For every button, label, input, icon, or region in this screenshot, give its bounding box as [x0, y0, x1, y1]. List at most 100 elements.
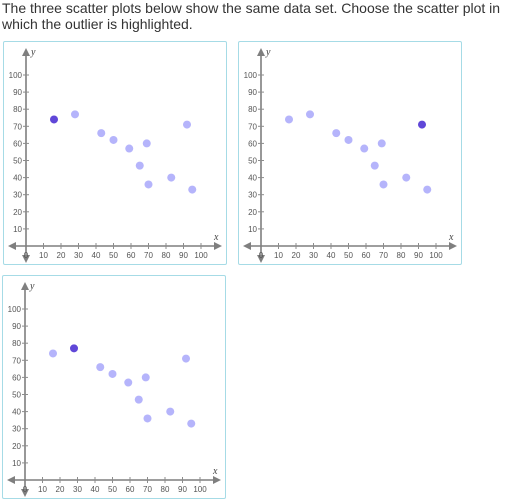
- data-point: [402, 173, 411, 182]
- x-tick-label: 30: [309, 251, 318, 260]
- x-tick-label: 10: [39, 251, 48, 260]
- x-tick-label: 100: [429, 251, 443, 260]
- y-tick-label: 80: [248, 105, 257, 114]
- y-tick-label: 60: [248, 139, 257, 148]
- data-point: [125, 144, 134, 153]
- x-tick-label: 30: [73, 485, 82, 494]
- data-point: [109, 135, 118, 144]
- x-tick-label: 10: [38, 485, 47, 494]
- data-point: [108, 369, 117, 378]
- y-tick-label: 40: [248, 174, 257, 183]
- x-tick-label: 80: [162, 251, 171, 260]
- data-point: [332, 129, 341, 138]
- x-tick-label: 70: [144, 251, 153, 260]
- x-tick-label: 0: [24, 251, 29, 260]
- y-tick-label: 100: [9, 71, 23, 80]
- y-axis-label: y: [29, 281, 35, 292]
- x-tick-label: 40: [327, 251, 336, 260]
- y-tick-label: 40: [13, 174, 22, 183]
- answer-choice-3[interactable]: x y 0 10 20 30 40 50 60 70 80 90 100 10 20 30 40 50 60 70 80…: [2, 275, 226, 499]
- x-tick-label: 40: [92, 251, 101, 260]
- y-tick-label: 10: [12, 459, 21, 468]
- x-tick-label: 70: [379, 251, 388, 260]
- x-axis-label: x: [213, 232, 219, 243]
- data-point: [49, 349, 57, 358]
- y-tick-label: 90: [12, 322, 21, 331]
- x-tick-label: 60: [362, 251, 371, 260]
- data-point: [187, 419, 196, 428]
- data-point: [134, 395, 143, 404]
- y-tick-label: 70: [13, 122, 22, 131]
- data-point: [360, 144, 369, 153]
- y-tick-label: 20: [13, 208, 22, 217]
- x-tick-label: 0: [259, 251, 264, 260]
- data-point: [143, 414, 152, 423]
- x-tick-label: 20: [57, 251, 66, 260]
- x-tick-label: 100: [193, 485, 207, 494]
- scatter-plot-2: x y 0 10 20 30 40 50 60 70 80 90 100 10 20 30 40 50 60 70 80…: [243, 47, 457, 263]
- data-point: [124, 378, 133, 387]
- x-tick-label: 0: [23, 485, 28, 494]
- y-axis-arrow-down: [21, 489, 29, 497]
- y-tick-label: 30: [13, 191, 22, 200]
- y-tick-label: 60: [12, 373, 21, 382]
- data-point: [423, 185, 432, 194]
- x-tick-label: 80: [397, 251, 406, 260]
- y-axis-arrow-up: [21, 282, 29, 290]
- x-tick-label: 70: [143, 485, 152, 494]
- data-point: [141, 373, 150, 382]
- y-tick-label: 10: [13, 225, 22, 234]
- y-tick-label: 20: [248, 208, 257, 217]
- x-tick-label: 90: [178, 485, 187, 494]
- data-point: [71, 110, 79, 119]
- x-tick-label: 10: [274, 251, 283, 260]
- data-point: [97, 129, 106, 138]
- x-tick-label: 90: [179, 251, 188, 260]
- y-axis-arrow-up: [257, 48, 265, 56]
- y-tick-label: 100: [244, 71, 258, 80]
- scatter-plot-3: x y 0 10 20 30 40 50 60 70 80 90 100 10 20 30 40 50 60 70 80…: [7, 281, 221, 497]
- data-point: [188, 185, 197, 194]
- y-tick-label: 50: [12, 391, 21, 400]
- x-tick-label: 100: [194, 251, 208, 260]
- x-tick-label: 60: [127, 251, 136, 260]
- data-point: [142, 139, 151, 148]
- y-tick-label: 50: [13, 157, 22, 166]
- scatter-plot-1: x y 0 10 20 30 40 50 60 70 80 90 100 10 20 30 40 50 60 70 80…: [8, 47, 222, 263]
- x-axis-arrow-left: [7, 476, 15, 484]
- x-axis-arrow-right: [213, 476, 221, 484]
- y-axis-arrow-down: [257, 255, 265, 263]
- y-tick-label: 100: [8, 305, 22, 314]
- answer-choice-1[interactable]: x y 0 10 20 30 40 50 60 70 80 90 100 10 20 30 40 50 60 70 80…: [3, 41, 227, 265]
- x-axis-label: x: [212, 466, 218, 477]
- x-axis-label: x: [448, 232, 454, 243]
- x-axis-arrow-right: [214, 242, 222, 250]
- y-axis-arrow-down: [22, 255, 30, 263]
- y-tick-label: 70: [248, 122, 257, 131]
- data-point: [183, 120, 191, 129]
- x-axis-arrow-right: [449, 242, 457, 250]
- y-tick-label: 40: [12, 408, 21, 417]
- x-tick-label: 50: [109, 251, 118, 260]
- x-tick-label: 80: [161, 485, 170, 494]
- data-point: [96, 363, 105, 372]
- y-tick-label: 50: [248, 157, 257, 166]
- y-axis-arrow-up: [22, 48, 30, 56]
- data-point: [377, 139, 386, 148]
- y-tick-label: 30: [248, 191, 257, 200]
- x-axis-arrow-left: [8, 242, 16, 250]
- x-tick-label: 20: [56, 485, 65, 494]
- highlighted-outlier-point: [70, 344, 78, 353]
- x-tick-label: 50: [108, 485, 117, 494]
- data-point: [135, 161, 144, 170]
- data-point: [166, 407, 175, 416]
- y-tick-label: 90: [13, 88, 22, 97]
- y-tick-label: 10: [248, 225, 257, 234]
- y-axis-label: y: [265, 47, 271, 58]
- y-tick-label: 90: [248, 88, 257, 97]
- answer-choice-2[interactable]: x y 0 10 20 30 40 50 60 70 80 90 100 10 20 30 40 50 60 70 80…: [238, 41, 462, 265]
- y-tick-label: 30: [12, 425, 21, 434]
- y-tick-label: 70: [12, 356, 21, 365]
- data-point: [167, 173, 176, 182]
- x-tick-label: 20: [292, 251, 301, 260]
